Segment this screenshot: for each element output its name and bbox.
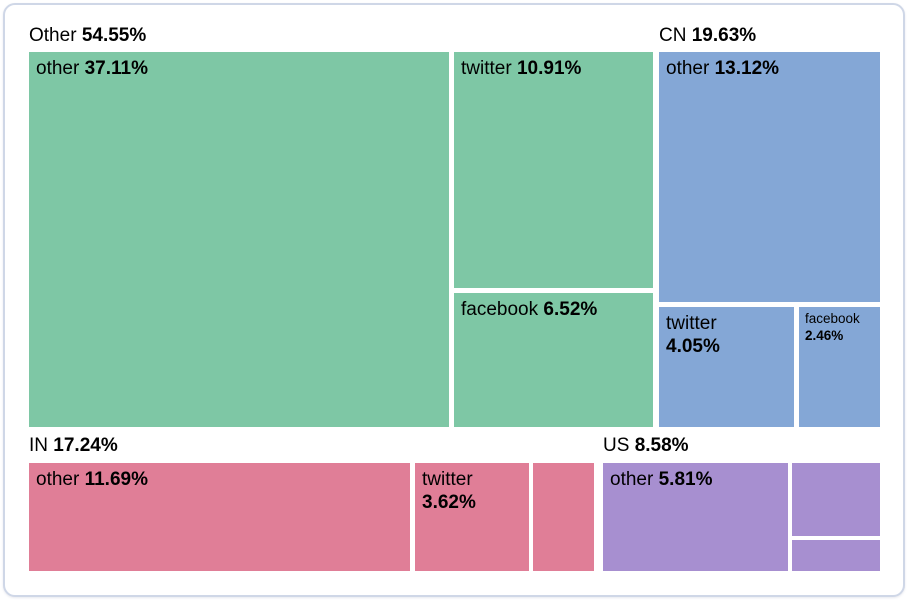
treemap-cell-us-unlabeled-bottom[interactable] [792, 540, 880, 571]
cell-name-cn-twitter: twitter [666, 313, 717, 334]
treemap-cell-cn-facebook[interactable]: facebook 2.46% [799, 307, 880, 427]
treemap-group-label-in: IN 17.24% [29, 434, 118, 457]
group-name-in: IN [29, 435, 48, 456]
cell-name-us-other: other [610, 469, 654, 490]
treemap-group-label-other: Other 54.55% [29, 24, 146, 47]
group-name-cn: CN [659, 25, 687, 46]
cell-name-in-other: other [36, 469, 80, 490]
treemap-cell-other-facebook[interactable]: facebook 6.52% [454, 293, 653, 427]
treemap-cell-cn-other[interactable]: other 13.12% [659, 52, 880, 302]
treemap-cell-us-unlabeled-top[interactable] [792, 463, 880, 536]
group-value-cn: 19.63% [691, 25, 757, 46]
group-value-in: 17.24% [53, 435, 118, 456]
cell-name-in-twitter: twitter [422, 469, 473, 490]
cell-value-other-facebook: 6.52% [543, 299, 598, 320]
cell-value-cn-twitter: 4.05% [666, 336, 720, 357]
treemap-cell-us-other[interactable]: other 5.81% [603, 463, 788, 571]
group-name-other: Other [29, 25, 77, 46]
treemap-group-label-us: US 8.58% [603, 434, 689, 457]
treemap-cell-cn-twitter[interactable]: twitter 4.05% [659, 307, 794, 427]
cell-name-other-facebook: facebook [461, 299, 539, 320]
cell-name-cn-facebook: facebook [805, 311, 860, 326]
treemap-group-label-cn: CN 19.63% [659, 24, 756, 47]
cell-value-cn-facebook: 2.46% [805, 327, 844, 343]
cell-value-us-other: 5.81% [658, 469, 713, 490]
cell-value-other-other: 37.11% [84, 58, 148, 79]
cell-value-cn-other: 13.12% [714, 58, 780, 79]
cell-value-other-twitter: 10.91% [516, 58, 582, 79]
treemap-cell-in-other[interactable]: other 11.69% [29, 463, 410, 571]
cell-name-cn-other: other [666, 58, 710, 79]
cell-value-in-twitter: 3.62% [422, 492, 476, 513]
cell-name-other-twitter: twitter [461, 58, 512, 79]
treemap-cell-in-unlabeled[interactable] [533, 463, 594, 571]
cell-value-in-other: 11.69% [84, 469, 148, 490]
group-name-us: US [603, 435, 630, 456]
treemap-cell-other-twitter[interactable]: twitter 10.91% [454, 52, 653, 288]
treemap-cell-other-other[interactable]: other 37.11% [29, 52, 449, 427]
treemap-cell-in-twitter[interactable]: twitter 3.62% [415, 463, 529, 571]
group-value-us: 8.58% [634, 435, 689, 456]
group-value-other: 54.55% [81, 25, 147, 46]
cell-name-other-other: other [36, 58, 80, 79]
